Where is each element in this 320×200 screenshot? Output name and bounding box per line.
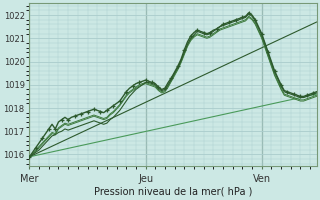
X-axis label: Pression niveau de la mer( hPa ): Pression niveau de la mer( hPa )	[94, 187, 252, 197]
